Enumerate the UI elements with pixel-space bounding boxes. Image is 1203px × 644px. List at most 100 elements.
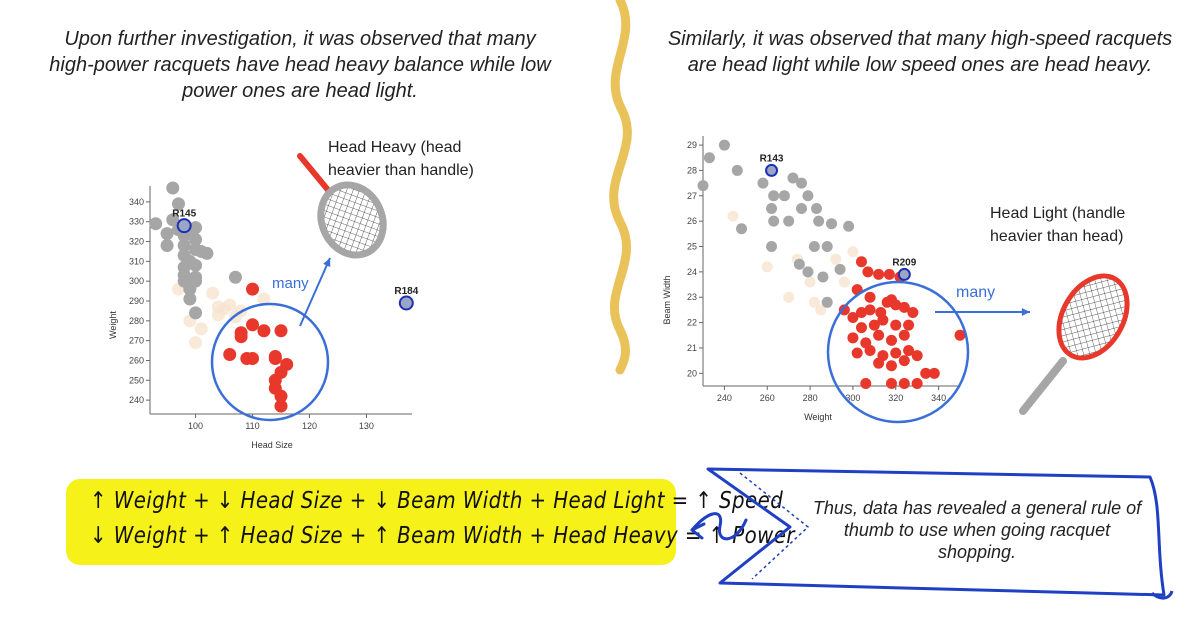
- data-point-grey: [149, 217, 163, 231]
- data-point-grey: [766, 241, 778, 253]
- y-tick-label: 25: [687, 242, 697, 252]
- data-point-red: [246, 318, 260, 332]
- data-point-red: [883, 268, 895, 280]
- highlighted-point-label: R143: [760, 153, 784, 164]
- data-point-grey: [189, 258, 203, 272]
- many-label-right: many: [956, 284, 996, 301]
- data-point-red: [838, 304, 850, 316]
- data-point-faint: [257, 292, 271, 306]
- data-point-grey: [171, 197, 185, 211]
- conclusion-ribbon: [706, 467, 1174, 600]
- data-point-red: [920, 367, 932, 379]
- data-point-grey: [189, 274, 203, 288]
- caption-right: Similarly, it was observed that many hig…: [667, 28, 1173, 76]
- data-point-grey: [757, 177, 769, 189]
- highlighted-point-label: R209: [892, 257, 916, 268]
- cluster-highlight-circle: [826, 280, 970, 424]
- highlighted-point-label: R145: [172, 209, 196, 220]
- y-axis-label: Weight: [108, 311, 118, 339]
- y-tick-label: 27: [687, 191, 697, 201]
- y-tick-label: 320: [129, 237, 144, 247]
- data-point-red: [246, 351, 260, 365]
- data-point-faint: [189, 336, 203, 350]
- data-point-red: [885, 377, 897, 389]
- y-tick-label: 26: [687, 216, 697, 226]
- x-tick-label: 340: [931, 393, 946, 403]
- data-point-grey: [802, 266, 814, 278]
- y-tick-label: 260: [129, 355, 144, 365]
- data-point-red: [903, 319, 915, 331]
- data-point-grey: [834, 263, 846, 275]
- data-point-faint: [783, 291, 795, 303]
- data-point-red: [911, 377, 923, 389]
- data-point-red: [847, 332, 859, 344]
- y-tick-label: 240: [129, 395, 144, 405]
- data-point-grey: [189, 221, 203, 235]
- data-point-grey: [703, 152, 715, 164]
- data-point-faint: [194, 322, 208, 336]
- data-point-grey: [189, 306, 203, 320]
- data-point-grey: [160, 239, 174, 253]
- data-point-grey: [778, 190, 790, 202]
- data-point-red: [851, 347, 863, 359]
- data-point-grey: [177, 239, 191, 253]
- data-point-grey: [160, 227, 174, 241]
- data-point-red: [873, 357, 885, 369]
- data-point-red: [864, 344, 876, 356]
- arrow-head-icon: [323, 258, 331, 267]
- data-point-red: [855, 306, 867, 318]
- data-point-red: [898, 329, 910, 341]
- data-point-faint: [830, 253, 842, 265]
- data-point-red: [855, 256, 867, 268]
- data-point-faint: [727, 210, 739, 222]
- data-point-grey: [796, 177, 808, 189]
- data-point-red: [234, 330, 248, 344]
- arrow-head-icon: [1021, 308, 1030, 316]
- data-point-grey: [766, 202, 778, 214]
- arrow-line: [299, 257, 331, 327]
- data-point-red: [860, 377, 872, 389]
- data-point-grey: [183, 292, 197, 306]
- highlighted-point: [176, 218, 192, 234]
- power-formula: ↓ Weight + ↑ Head Size + ↑ Beam Width + …: [90, 523, 795, 549]
- head-light-note: Head Light (handle heavier than head): [990, 205, 1126, 245]
- y-tick-label: 23: [687, 292, 697, 302]
- head-heavy-racquet-icon: [297, 153, 387, 259]
- data-point-red: [274, 365, 288, 379]
- y-tick-label: 250: [129, 375, 144, 385]
- data-point-faint: [206, 286, 220, 300]
- y-tick-label: 22: [687, 318, 697, 328]
- highlighted-point: [765, 163, 779, 177]
- data-point-red: [864, 291, 876, 303]
- cluster-highlight-circle: [210, 302, 330, 422]
- data-point-grey: [200, 246, 214, 260]
- data-point-grey: [813, 215, 825, 227]
- scatter-chart-head-size-weight: 240 250 260 270 280 290 300 310 320 330 340 100 110 1…: [108, 181, 419, 450]
- data-point-grey: [768, 215, 780, 227]
- data-point-red: [274, 324, 288, 338]
- highlighted-point: [897, 267, 911, 281]
- data-point-red: [903, 344, 915, 356]
- data-point-red: [268, 351, 282, 365]
- highlighted-point: [398, 295, 414, 311]
- x-axis-label: Weight: [804, 412, 832, 422]
- data-point-red: [274, 399, 288, 413]
- data-point-red: [890, 319, 902, 331]
- data-point-red: [890, 299, 902, 311]
- y-tick-label: 29: [687, 140, 697, 150]
- x-tick-label: 300: [845, 393, 860, 403]
- data-point-red: [907, 306, 919, 318]
- y-tick-label: 300: [129, 276, 144, 286]
- data-point-red: [954, 329, 966, 341]
- data-point-red: [274, 389, 288, 403]
- data-point-grey: [808, 241, 820, 253]
- data-point-red: [873, 268, 885, 280]
- data-point-faint: [815, 304, 827, 316]
- y-tick-label: 28: [687, 165, 697, 175]
- data-point-grey: [166, 213, 180, 227]
- x-tick-label: 240: [717, 393, 732, 403]
- data-point-grey: [821, 241, 833, 253]
- data-point-grey: [718, 139, 730, 151]
- y-tick-label: 340: [129, 197, 144, 207]
- caption-left: Upon further investigation, it was obser…: [49, 28, 551, 102]
